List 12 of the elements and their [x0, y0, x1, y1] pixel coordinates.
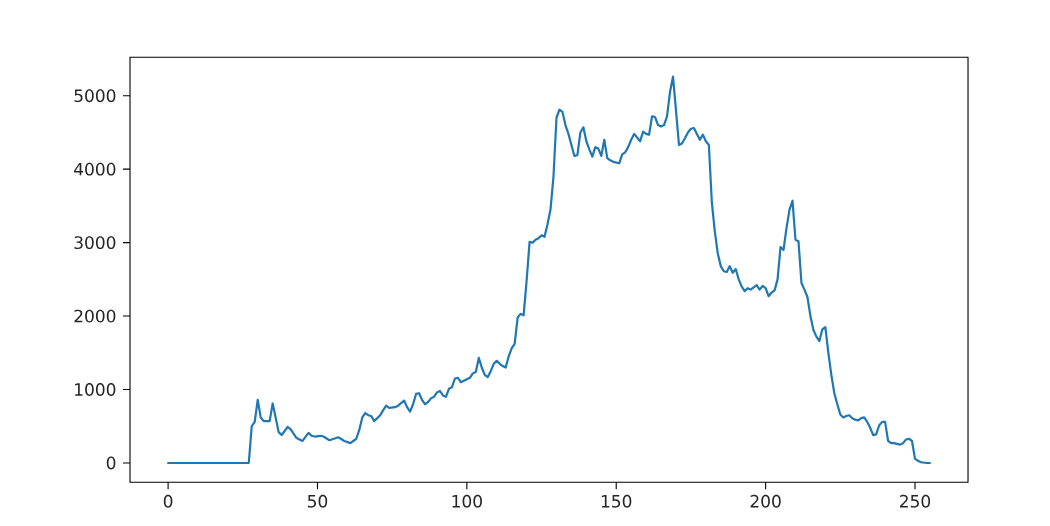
y-tick-label: 2000 [74, 309, 116, 323]
y-tick-label: 0 [106, 456, 116, 470]
y-tick-label: 3000 [74, 236, 116, 250]
y-tick-label: 5000 [74, 89, 116, 103]
y-tick-label: 4000 [74, 162, 116, 176]
x-tick-label: 50 [307, 494, 328, 508]
x-tick-label: 0 [163, 494, 173, 508]
x-tick-label: 150 [601, 494, 632, 508]
y-tick-label: 1000 [75, 383, 116, 396]
x-tick-label: 100 [452, 494, 482, 508]
x-tick-label: 200 [750, 494, 781, 508]
x-tick-label: 250 [900, 494, 931, 508]
